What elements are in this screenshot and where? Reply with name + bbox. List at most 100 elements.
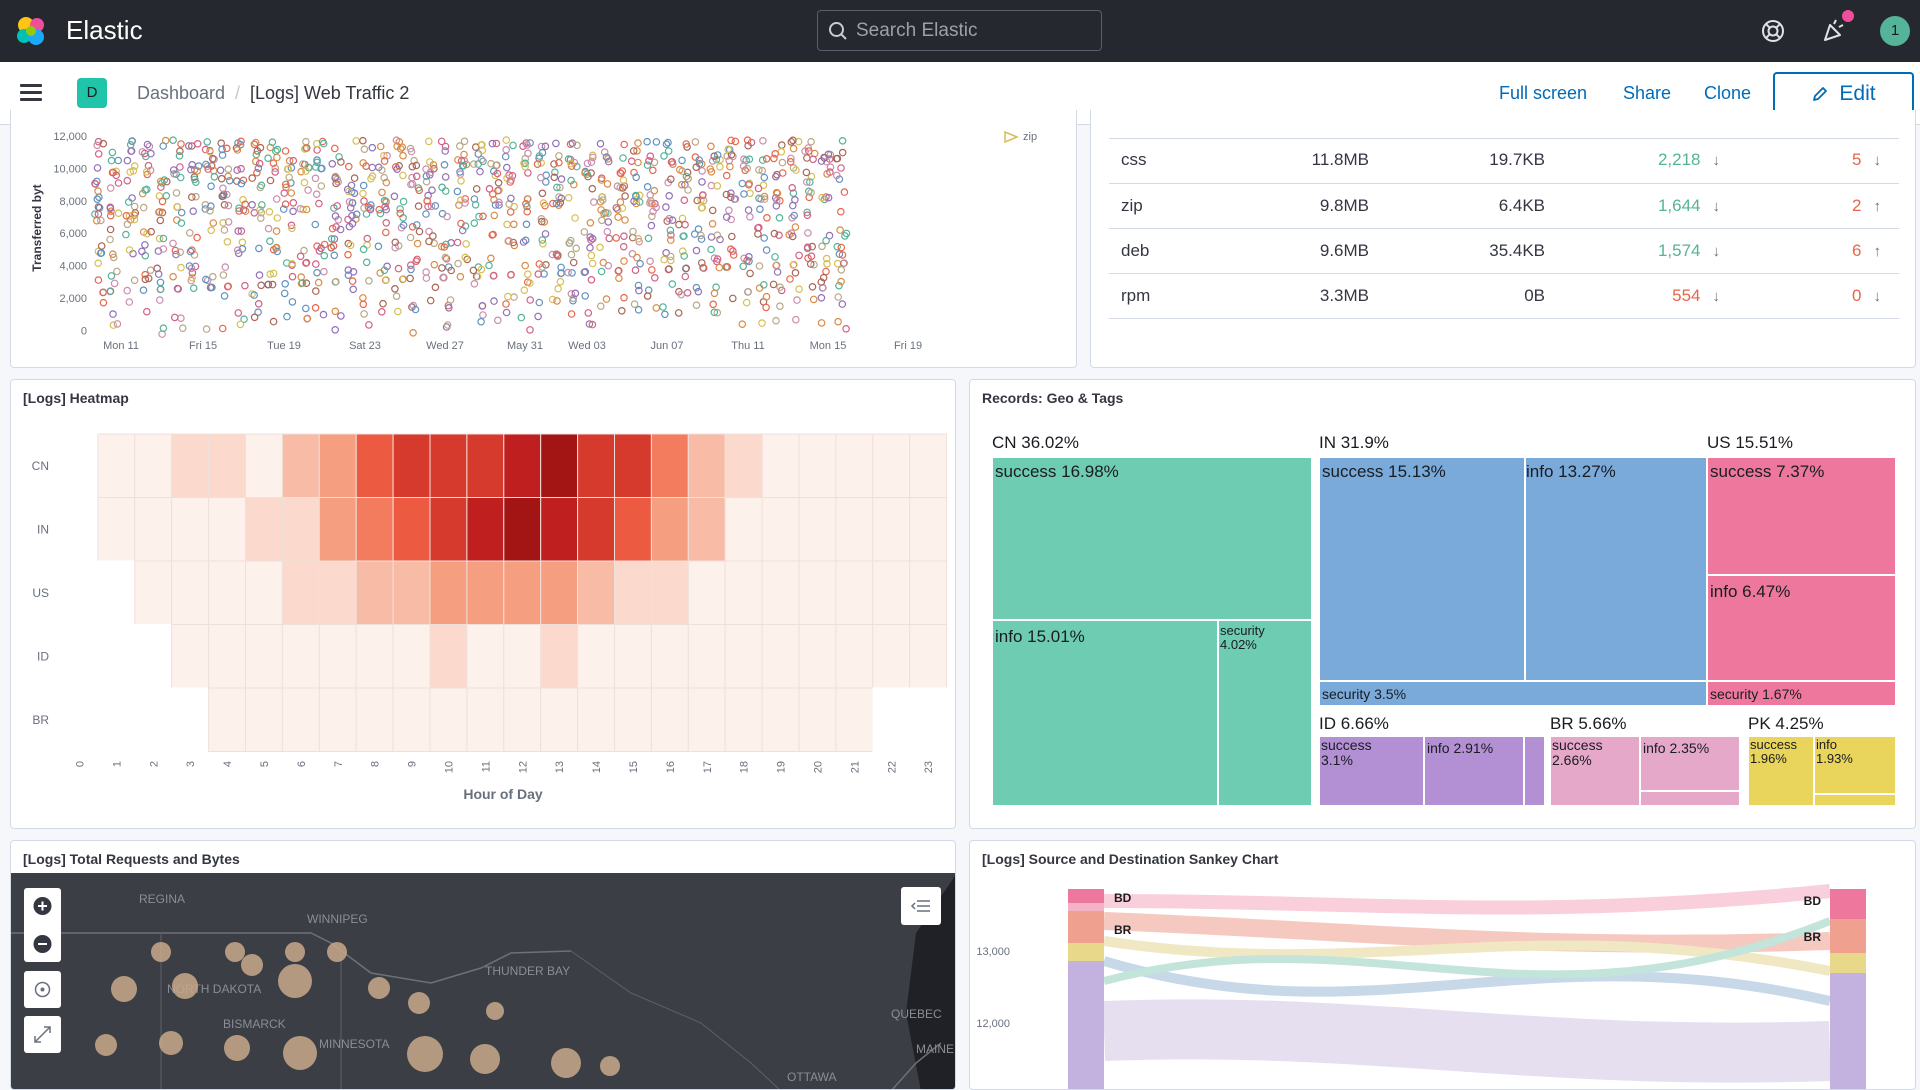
scatter-point[interactable]: [548, 250, 557, 259]
scatter-point[interactable]: [538, 189, 547, 198]
scatter-point[interactable]: [257, 281, 266, 290]
scatter-point[interactable]: [564, 268, 572, 277]
scatter-point[interactable]: [739, 262, 748, 271]
scatter-point[interactable]: [713, 151, 722, 159]
scatter-point[interactable]: [376, 142, 385, 151]
scatter-point[interactable]: [330, 251, 339, 260]
heatmap-cell[interactable]: [761, 433, 800, 498]
scatter-point[interactable]: [616, 198, 625, 206]
scatter-point[interactable]: [209, 272, 217, 281]
heatmap-cell[interactable]: [503, 433, 542, 498]
scatter-point[interactable]: [268, 138, 277, 147]
sankey-node-right-bd[interactable]: [1830, 889, 1866, 919]
scatter-point[interactable]: [790, 211, 799, 220]
scatter-point[interactable]: [106, 184, 115, 192]
scatter-point[interactable]: [677, 180, 686, 189]
scatter-point[interactable]: [266, 270, 275, 279]
table-row[interactable]: zip 9.8MB 6.4KB 1,644 ↓ 2 ↑: [1109, 183, 1899, 229]
scatter-point[interactable]: [130, 211, 139, 220]
scatter-point[interactable]: [141, 275, 150, 284]
scatter-point[interactable]: [469, 160, 478, 168]
scatter-point[interactable]: [707, 142, 715, 151]
sankey-node-left-bd[interactable]: [1068, 889, 1104, 903]
heatmap-cell[interactable]: [171, 433, 210, 498]
scatter-point[interactable]: [301, 304, 310, 313]
heatmap-cell[interactable]: [392, 624, 431, 689]
scatter-point[interactable]: [422, 172, 431, 180]
scatter-point[interactable]: [106, 211, 115, 220]
scatter-point[interactable]: [615, 274, 623, 283]
scatter-point[interactable]: [677, 290, 686, 299]
scatter-point[interactable]: [377, 166, 386, 174]
scatter-point[interactable]: [302, 144, 311, 152]
news-feed-icon[interactable]: [1820, 17, 1848, 45]
scatter-point[interactable]: [406, 261, 415, 270]
heatmap-cell[interactable]: [134, 687, 173, 752]
scatter-point[interactable]: [692, 283, 701, 292]
scatter-point[interactable]: [254, 164, 263, 173]
scatter-point[interactable]: [522, 220, 531, 229]
scatter-point[interactable]: [726, 193, 735, 202]
scatter-point[interactable]: [328, 159, 337, 168]
heatmap-cell[interactable]: [724, 687, 763, 752]
scatter-point[interactable]: [838, 251, 847, 259]
heatmap-cell[interactable]: [281, 433, 320, 498]
scatter-point[interactable]: [630, 300, 639, 309]
scatter-point[interactable]: [710, 308, 719, 317]
scatter-point[interactable]: [822, 236, 830, 245]
scatter-point[interactable]: [169, 272, 177, 281]
scatter-point[interactable]: [255, 271, 264, 279]
scatter-point[interactable]: [188, 269, 197, 277]
treemap-cell-pk-security[interactable]: [1813, 793, 1897, 807]
scatter-point[interactable]: [424, 202, 432, 211]
scatter-point[interactable]: [628, 250, 637, 258]
scatter-point[interactable]: [741, 166, 750, 175]
scatter-point[interactable]: [557, 263, 565, 272]
scatter-point[interactable]: [770, 229, 779, 238]
scatter-point[interactable]: [708, 206, 717, 215]
scatter-point[interactable]: [141, 149, 149, 158]
map-bubble[interactable]: [278, 964, 312, 998]
heatmap-cell[interactable]: [97, 497, 136, 562]
scatter-point[interactable]: [474, 150, 483, 158]
scatter-point[interactable]: [776, 283, 784, 292]
scatter-point[interactable]: [426, 168, 435, 177]
scatter-point[interactable]: [281, 200, 290, 209]
scatter-point[interactable]: [488, 190, 497, 198]
scatter-point[interactable]: [643, 137, 651, 146]
scatter-point[interactable]: [495, 198, 503, 207]
scatter-point[interactable]: [551, 168, 559, 177]
scatter-point[interactable]: [146, 266, 155, 275]
scatter-point[interactable]: [660, 152, 668, 160]
heatmap-cell[interactable]: [392, 497, 431, 562]
scatter-point[interactable]: [345, 198, 354, 206]
scatter-point[interactable]: [523, 270, 532, 279]
scatter-point[interactable]: [362, 258, 371, 267]
heatmap-cell[interactable]: [60, 624, 99, 689]
scatter-point[interactable]: [834, 293, 843, 301]
scatter-point[interactable]: [329, 242, 338, 250]
scatter-point[interactable]: [495, 201, 503, 209]
map-canvas[interactable]: REGINA WINNIPEG THUNDER BAY NORTH DAKOTA…: [11, 873, 955, 1089]
scatter-point[interactable]: [596, 243, 604, 252]
scatter-point[interactable]: [488, 139, 497, 148]
scatter-point[interactable]: [330, 144, 339, 153]
scatter-point[interactable]: [446, 296, 455, 304]
scatter-point[interactable]: [126, 168, 135, 176]
scatter-point[interactable]: [698, 167, 706, 175]
heatmap-cell[interactable]: [355, 687, 394, 752]
scatter-point[interactable]: [283, 312, 291, 321]
heatmap-cell[interactable]: [466, 624, 505, 689]
scatter-point[interactable]: [296, 252, 305, 261]
scatter-point[interactable]: [613, 205, 622, 214]
scatter-point[interactable]: [154, 270, 163, 278]
scatter-point[interactable]: [176, 248, 185, 257]
heatmap-cell[interactable]: [687, 433, 726, 498]
scatter-point[interactable]: [224, 218, 233, 226]
scatter-point[interactable]: [521, 261, 530, 270]
scatter-point[interactable]: [487, 254, 495, 263]
scatter-point[interactable]: [123, 286, 132, 295]
scatter-point[interactable]: [470, 280, 479, 288]
scatter-point[interactable]: [328, 224, 337, 233]
scatter-point[interactable]: [633, 253, 641, 262]
